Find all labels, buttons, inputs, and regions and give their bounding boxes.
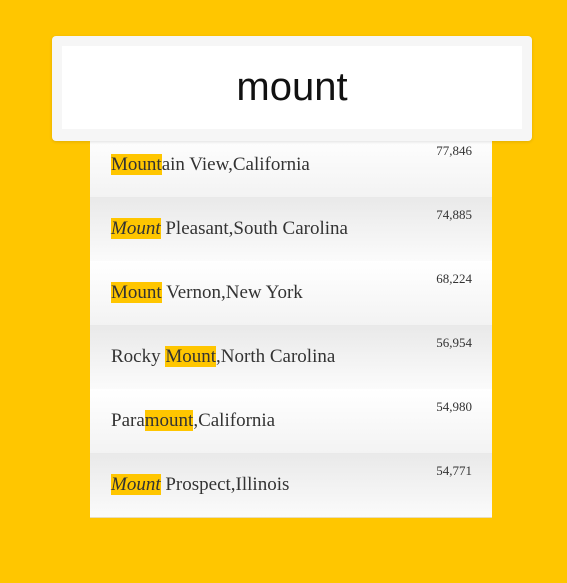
suggestion-name: Mount Vernon,New York — [111, 261, 303, 325]
suggestion-name: Rocky Mount,North Carolina — [111, 325, 335, 389]
suggestion-item[interactable]: Mount Vernon,New York 68,224 — [90, 261, 492, 326]
suggestion-population: 56,954 — [436, 335, 472, 351]
suggestion-population: 68,224 — [436, 271, 472, 287]
suggestion-name: Mount Pleasant,South Carolina — [111, 197, 348, 261]
match-highlight: Mount — [111, 218, 161, 239]
match-highlight: Mount — [165, 346, 216, 367]
suggestion-item[interactable]: Mountain View,California 77,846 — [90, 133, 492, 198]
search-input[interactable] — [62, 46, 522, 129]
suggestion-population: 54,771 — [436, 463, 472, 479]
match-highlight: Mount — [111, 282, 162, 303]
suggestion-population: 74,885 — [436, 207, 472, 223]
suggestion-item[interactable]: Mount Pleasant,South Carolina 74,885 — [90, 197, 492, 262]
match-highlight: mount — [145, 410, 194, 431]
suggestion-item[interactable]: Rocky Mount,North Carolina 56,954 — [90, 325, 492, 390]
suggestion-item[interactable]: Paramount,California 54,980 — [90, 389, 492, 454]
suggestion-name: Paramount,California — [111, 389, 275, 453]
suggestion-population: 54,980 — [436, 399, 472, 415]
match-highlight: Mount — [111, 474, 161, 495]
suggestion-item[interactable]: Mount Prospect,Illinois 54,771 — [90, 453, 492, 518]
match-highlight: Mount — [111, 154, 162, 175]
suggestion-population: 77,846 — [436, 143, 472, 159]
suggestion-name: Mount Prospect,Illinois — [111, 453, 289, 517]
suggestion-name: Mountain View,California — [111, 133, 310, 197]
search-card — [52, 36, 532, 141]
